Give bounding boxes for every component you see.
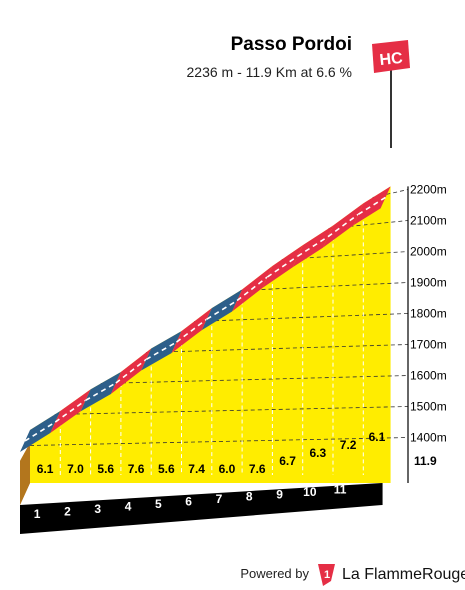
grade-label: 7.6 (249, 462, 266, 476)
altitude-gridline (145, 344, 409, 353)
end-distance-label: 11.9 (414, 454, 437, 468)
km-number: 6 (185, 495, 192, 509)
grade-label: 7.4 (188, 462, 205, 476)
gradient-segment (20, 411, 61, 452)
flame-icon (318, 564, 335, 586)
altitude-tick-label: 1800m (410, 307, 447, 321)
km-band (20, 483, 383, 534)
grade-label: 6.3 (310, 446, 327, 460)
grade-label: 6.1 (37, 462, 54, 476)
gradient-segment (80, 371, 121, 412)
altitude-gridline (54, 406, 409, 415)
road-centerline (236, 276, 268, 302)
category-flag: HC (372, 40, 410, 148)
altitude-tick-label: 1400m (410, 431, 447, 445)
altitude-tick-label: 1600m (410, 369, 447, 383)
altitude-tick-label: 2200m (410, 183, 447, 197)
altitude-gridline (100, 375, 409, 384)
road-centerline (24, 421, 56, 442)
road-centerline (266, 255, 299, 278)
altitude-tick-label: 1700m (410, 338, 447, 352)
altitude-gridline (328, 220, 409, 229)
grade-label: 6.7 (279, 454, 296, 468)
road-centerline (327, 213, 359, 238)
climb-summary: 2236 m - 11.9 Km at 6.6 % (187, 64, 353, 80)
gradient-segment (201, 289, 243, 331)
gradient-segment (353, 186, 391, 226)
road-centerline (206, 299, 238, 320)
km-number: 9 (276, 487, 283, 501)
category-badge: HC (379, 50, 404, 69)
km-number: 4 (125, 499, 132, 513)
climb-title: Passo Pordoi (231, 34, 352, 55)
km-number: 10 (303, 485, 317, 499)
road-centerline (176, 318, 208, 343)
road-centerline (297, 236, 329, 257)
road-centerline (115, 358, 147, 384)
km-number: 1 (34, 507, 41, 521)
altitude-tick-label: 1500m (410, 400, 447, 414)
grade-label: 7.6 (128, 462, 145, 476)
altitude-gridlines (29, 186, 409, 483)
grade-label: 7.2 (340, 438, 357, 452)
altitude-gridline (194, 313, 409, 322)
km-number: 5 (155, 497, 162, 511)
road-centerline (85, 382, 117, 402)
km-number: 8 (246, 490, 253, 504)
grade-label: 5.6 (158, 462, 175, 476)
altitude-gridline (29, 437, 409, 446)
km-number: 3 (94, 502, 101, 516)
profile-side-face-top (20, 443, 30, 505)
km-number: 11 (334, 482, 347, 496)
gradient-segment (141, 331, 182, 371)
km-number: 2 (64, 504, 71, 518)
grade-label: 6.0 (219, 462, 236, 476)
road-centerline (54, 399, 87, 423)
altitude-tick-label: 1900m (410, 276, 447, 290)
km-number: 7 (216, 492, 223, 506)
la-flamme-rouge-logo: 1 (318, 564, 335, 586)
gradient-road-band (20, 186, 391, 452)
powered-by-text: Powered by (240, 566, 309, 581)
flag-cloth (372, 40, 410, 73)
grade-label: 5.6 (97, 462, 114, 476)
brand-name-part1: La Flamme (342, 566, 422, 583)
logo-glyph: 1 (324, 569, 330, 581)
altitude-tick-label: 2000m (410, 245, 447, 259)
altitude-tick-label: 2100m (410, 214, 447, 228)
grade-label: 6.1 (369, 430, 386, 444)
brand-name-part2: Rouge (422, 566, 465, 583)
altitude-gridline (372, 189, 409, 198)
profile-labels: 1400m 1500m 1600m 1700m 1800m 1900m 2000m 2100m… (34, 183, 447, 521)
road-centerline (145, 341, 177, 361)
grade-label: 7.0 (67, 462, 84, 476)
brand-name: La FlammeRouge (342, 566, 465, 583)
